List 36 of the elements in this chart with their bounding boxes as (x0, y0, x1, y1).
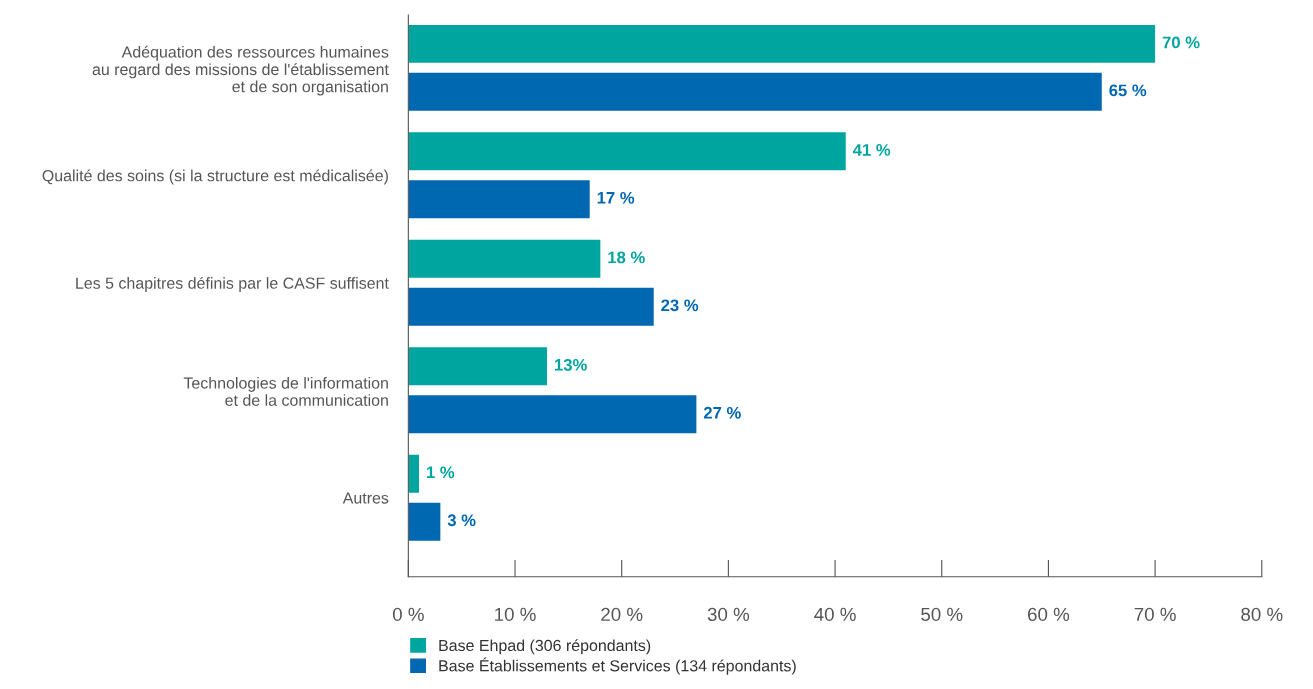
bar (408, 239, 601, 278)
data-label: 27 % (703, 406, 741, 419)
y-tick-label: Autres (342, 492, 389, 504)
x-tick-label: 30 % (707, 607, 750, 622)
x-tick-label: 70 % (1134, 607, 1176, 622)
y-tick-label: Adéquation des ressources humaines au regard des missions de l'établissement et de son organisation (92, 45, 389, 96)
x-tick-label: 10 % (495, 607, 536, 622)
bar (408, 454, 420, 493)
y-tick-label: Les 5 chapitres définis par le CASF suffisent (76, 276, 389, 292)
x-tick-label: 40 % (814, 607, 856, 622)
data-label: 3 % (447, 514, 476, 527)
bar (408, 180, 590, 219)
x-tick-label: 50 % (921, 607, 963, 622)
data-label: 18 % (608, 251, 645, 264)
y-tick-label: Qualité des soins (si la structure est médicalisée) (42, 169, 388, 185)
data-label: 23 % (661, 299, 699, 312)
data-label: 70 % (1162, 36, 1200, 49)
bar (408, 502, 441, 541)
data-label: 1 % (427, 466, 455, 479)
legend-label: Base Ehpad (306 répondants) (439, 639, 651, 655)
data-label: 65 % (1109, 84, 1147, 97)
bar (408, 347, 548, 386)
x-tick-label: 60 % (1028, 607, 1070, 622)
bar (408, 395, 697, 434)
x-tick-label: 20 % (601, 607, 643, 622)
data-label: 17 % (597, 191, 635, 204)
data-label: 13% (555, 358, 587, 371)
x-tick-label: 0 % (392, 607, 424, 622)
bar (408, 24, 1156, 63)
bar (408, 287, 654, 326)
data-label: 41 % (852, 144, 891, 156)
y-tick-label: Technologies de l'information et de la communication (183, 377, 388, 406)
x-tick-label: 80 % (1241, 607, 1283, 622)
bar (408, 132, 846, 171)
legend-label: Base Établissements et Services (134 répondants) (439, 657, 796, 675)
bar (408, 72, 1102, 111)
